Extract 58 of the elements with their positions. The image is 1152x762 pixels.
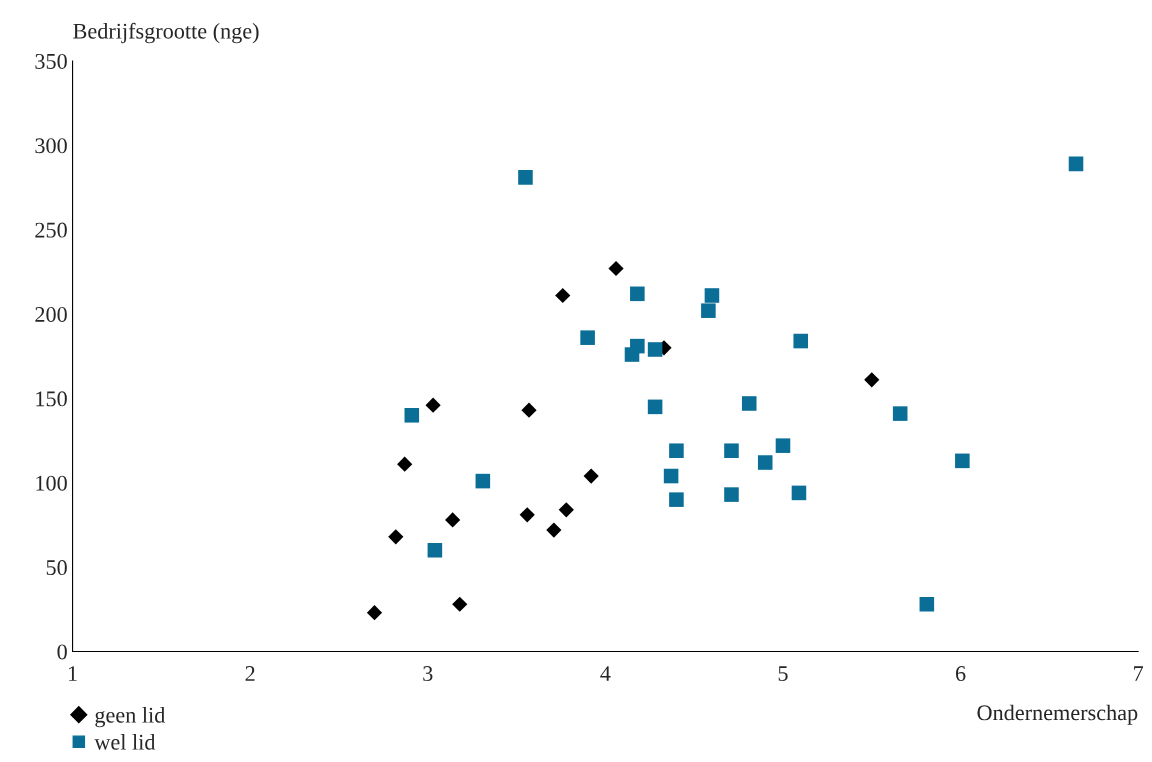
- point: [404, 408, 420, 423]
- point: [741, 396, 757, 411]
- y-tick-label: 350: [35, 53, 67, 69]
- point: [555, 287, 571, 304]
- point: [630, 286, 645, 302]
- y-tick-label: 300: [35, 138, 67, 154]
- y-tick-label: 100: [36, 475, 67, 491]
- point: [425, 397, 441, 413]
- point: [793, 333, 809, 349]
- point: [775, 438, 791, 453]
- y-axis-title: Bedrijfsgrootte (nge): [73, 22, 259, 44]
- point: [427, 542, 443, 558]
- x-tick-label: 3: [423, 666, 433, 682]
- x-tick-label: 7: [1134, 666, 1144, 681]
- point: [704, 288, 720, 303]
- point: [546, 522, 562, 538]
- x-tick-label: 1: [68, 666, 77, 681]
- point: [580, 330, 595, 345]
- point: [452, 596, 468, 612]
- point: [647, 342, 663, 357]
- point: [1068, 156, 1084, 172]
- y-tick-label: 200: [35, 306, 67, 322]
- point: [583, 468, 599, 484]
- point: [864, 372, 880, 388]
- y-tick-label: 50: [46, 560, 67, 576]
- point: [624, 347, 640, 362]
- x-tick-label: 5: [778, 666, 788, 682]
- point: [669, 492, 684, 507]
- point: [445, 512, 461, 528]
- point: [388, 529, 404, 545]
- y-tick-label: 0: [57, 644, 67, 660]
- legend-label: geen lid: [95, 707, 166, 728]
- point: [757, 455, 773, 470]
- point: [892, 406, 908, 421]
- point: [366, 605, 383, 621]
- point: [558, 502, 574, 518]
- point: [701, 303, 716, 318]
- legend-label: wel lid: [94, 734, 156, 750]
- point: [518, 170, 533, 185]
- x-tick-label: 4: [600, 666, 611, 681]
- point: [397, 456, 413, 472]
- point: [521, 402, 537, 418]
- point: [647, 399, 663, 415]
- y-tick-label: 250: [35, 222, 67, 238]
- point: [919, 596, 935, 612]
- point: [475, 473, 491, 489]
- x-tick-label: 2: [245, 666, 255, 681]
- point: [608, 260, 624, 277]
- point: [724, 443, 739, 459]
- point: [519, 507, 535, 523]
- point: [955, 453, 970, 469]
- point: [724, 487, 739, 502]
- y-tick-label: 150: [36, 391, 67, 407]
- point: [669, 443, 684, 459]
- point: [663, 468, 679, 484]
- point: [791, 485, 807, 501]
- x-axis-title: Ondernemerschap: [977, 704, 1138, 725]
- x-tick-label: 6: [955, 666, 966, 682]
